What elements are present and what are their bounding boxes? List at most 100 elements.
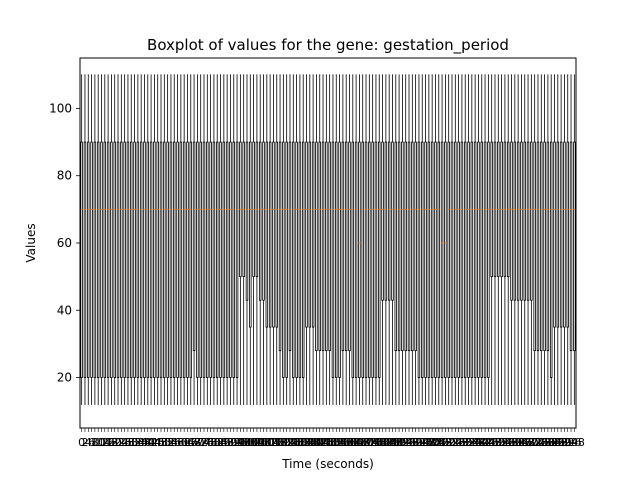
box bbox=[272, 74, 275, 405]
box bbox=[513, 74, 517, 405]
box-iqr bbox=[411, 141, 414, 352]
box-iqr bbox=[358, 141, 361, 378]
x-tick-label: 274 bbox=[524, 436, 545, 449]
x-tick-label: 38 bbox=[137, 436, 151, 449]
box bbox=[437, 74, 440, 405]
x-tick-label: 226 bbox=[445, 436, 466, 449]
box-iqr bbox=[424, 141, 427, 378]
box bbox=[318, 74, 321, 405]
y-tick-label: 40 bbox=[57, 303, 72, 317]
box-iqr bbox=[301, 141, 305, 378]
box bbox=[255, 74, 259, 405]
box bbox=[516, 74, 520, 405]
box-iqr bbox=[186, 141, 189, 378]
x-tick-label: 160 bbox=[336, 436, 357, 449]
x-tick-label: 256 bbox=[494, 436, 515, 449]
x-tick-label: 6 bbox=[88, 436, 95, 449]
x-tick-label: 76 bbox=[200, 436, 214, 449]
box bbox=[417, 74, 421, 405]
chart-title: Boxplot of values for the gene: gestatio… bbox=[147, 36, 509, 55]
box-iqr bbox=[513, 141, 517, 301]
box bbox=[477, 74, 480, 405]
box bbox=[186, 74, 189, 405]
box-iqr bbox=[364, 141, 368, 378]
box bbox=[559, 74, 563, 405]
box bbox=[510, 74, 513, 405]
box-iqr bbox=[344, 141, 348, 352]
box-iqr bbox=[215, 141, 219, 378]
x-tick-label: 110 bbox=[253, 436, 274, 449]
box bbox=[450, 74, 454, 405]
box-iqr bbox=[368, 141, 371, 378]
box-iqr bbox=[305, 141, 308, 328]
x-tick-label: 268 bbox=[514, 436, 535, 449]
box-iqr bbox=[166, 141, 169, 378]
box-iqr bbox=[549, 141, 553, 378]
box-iqr bbox=[450, 141, 454, 378]
box bbox=[470, 74, 474, 405]
x-tick-label: 188 bbox=[382, 436, 403, 449]
box bbox=[533, 74, 536, 405]
x-tick-label: 214 bbox=[425, 436, 446, 449]
x-tick-label: 234 bbox=[458, 436, 479, 449]
x-tick-label: 168 bbox=[349, 436, 370, 449]
x-tick-label: 206 bbox=[412, 436, 433, 449]
x-tick-label: 12 bbox=[94, 436, 108, 449]
x-tick-label: 252 bbox=[488, 436, 509, 449]
box-iqr bbox=[292, 141, 295, 378]
box-iqr bbox=[219, 141, 222, 378]
box bbox=[301, 74, 305, 405]
box bbox=[265, 74, 269, 405]
x-tick-label: 280 bbox=[534, 436, 555, 449]
box-iqr bbox=[404, 141, 407, 352]
x-tick-label: 222 bbox=[438, 436, 459, 449]
box-iqr bbox=[556, 141, 560, 328]
x-tick-label: 176 bbox=[362, 436, 383, 449]
box bbox=[93, 74, 97, 405]
x-tick-label: 200 bbox=[402, 436, 423, 449]
box-iqr bbox=[265, 141, 269, 328]
x-tick-label: 56 bbox=[167, 436, 181, 449]
x-tick-label: 82 bbox=[210, 436, 224, 449]
x-tick-label: 248 bbox=[481, 436, 502, 449]
box bbox=[384, 74, 388, 405]
x-tick-label: 190 bbox=[385, 436, 406, 449]
x-tick-label: 218 bbox=[432, 436, 453, 449]
box bbox=[179, 74, 183, 405]
x-tick-label: 272 bbox=[521, 436, 542, 449]
x-tick-label: 112 bbox=[256, 436, 277, 449]
box-iqr bbox=[179, 141, 183, 378]
box bbox=[103, 74, 107, 405]
box bbox=[113, 74, 116, 405]
box bbox=[252, 74, 255, 405]
x-tick-label: 282 bbox=[537, 436, 558, 449]
x-tick-label: 266 bbox=[511, 436, 532, 449]
box-iqr bbox=[321, 141, 325, 352]
x-tick-label: 108 bbox=[250, 436, 271, 449]
box bbox=[268, 74, 272, 405]
box-iqr bbox=[196, 141, 199, 378]
box-iqr bbox=[285, 141, 288, 378]
box bbox=[120, 74, 123, 405]
x-tick-label: 140 bbox=[303, 436, 324, 449]
box bbox=[434, 74, 437, 405]
box-iqr bbox=[258, 141, 262, 301]
x-tick-label: 254 bbox=[491, 436, 512, 449]
x-tick-label: 220 bbox=[435, 436, 456, 449]
box-iqr bbox=[206, 141, 209, 378]
box bbox=[83, 74, 87, 405]
box bbox=[553, 74, 556, 405]
x-tick-label: 172 bbox=[356, 436, 377, 449]
x-tick-label: 134 bbox=[293, 436, 314, 449]
box-iqr bbox=[149, 141, 153, 378]
box bbox=[328, 74, 331, 405]
box bbox=[182, 74, 186, 405]
box-iqr bbox=[87, 141, 90, 378]
x-tick-label: 34 bbox=[131, 436, 145, 449]
box bbox=[331, 74, 335, 405]
x-tick-label: 232 bbox=[455, 436, 476, 449]
box-iqr bbox=[192, 141, 196, 352]
x-tick-label: 16 bbox=[101, 436, 115, 449]
box bbox=[407, 74, 411, 405]
x-tick-label: 104 bbox=[243, 436, 264, 449]
